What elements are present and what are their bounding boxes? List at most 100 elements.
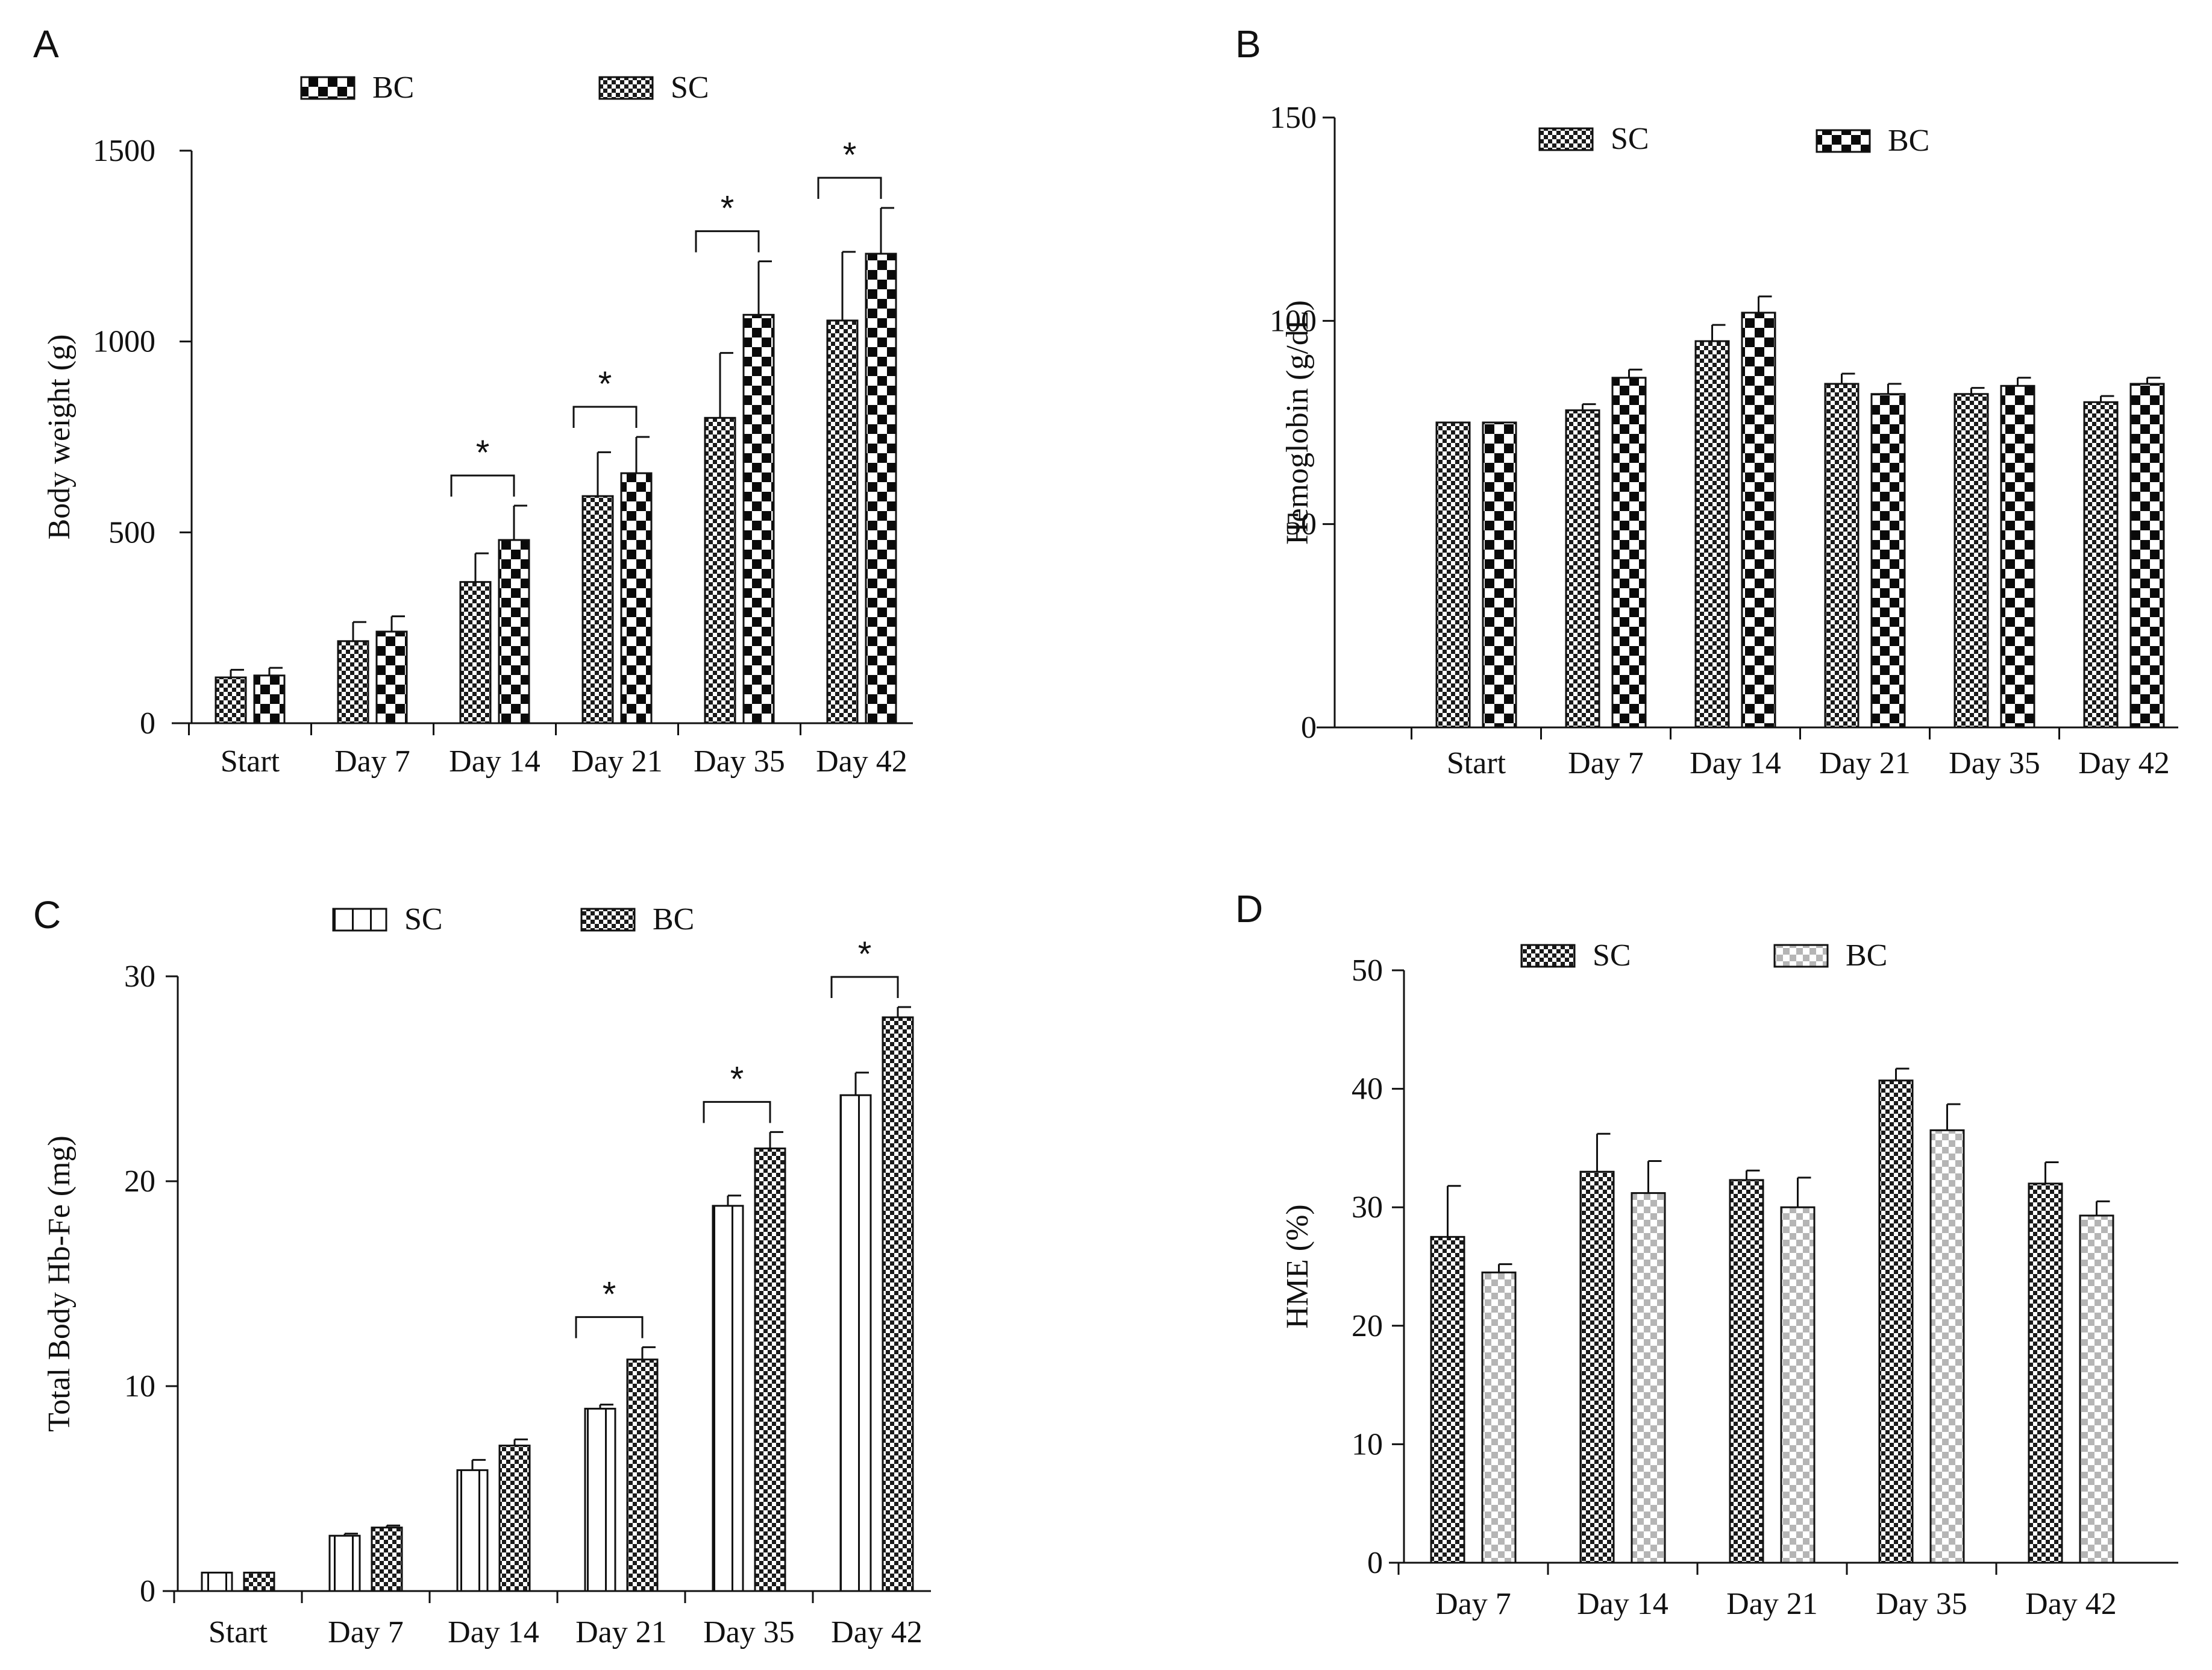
y-tick-label-d-40: 40 xyxy=(1352,1072,1383,1107)
y-tick-label-c-20: 20 xyxy=(124,1164,155,1199)
y-tick-label-a-500: 500 xyxy=(108,515,155,550)
y-tick-label-d-20: 20 xyxy=(1352,1309,1383,1343)
y-tick-label-d-0: 0 xyxy=(1367,1546,1383,1580)
significance-bracket-a-day-21 xyxy=(572,406,638,428)
y-axis-title-c: Total Body Hb-Fe (mg) xyxy=(42,1135,77,1432)
significance-bracket-a-day-35 xyxy=(695,230,760,253)
legend-swatch-d-sc xyxy=(1520,944,1576,968)
y-axis-title-d: HME (%) xyxy=(1280,1204,1315,1329)
bar-a-bc-day-7 xyxy=(375,630,408,724)
legend-label-a-sc: SC xyxy=(671,71,709,105)
bar-d-bc-day-14 xyxy=(1631,1192,1666,1564)
bar-c-sc-day-42 xyxy=(839,1094,872,1592)
significance-label-a-day-21: * xyxy=(598,365,612,404)
bar-b-sc-day-21 xyxy=(1824,383,1860,729)
significance-bracket-c-day-21 xyxy=(575,1316,644,1339)
bar-d-bc-day-21 xyxy=(1780,1206,1816,1564)
significance-bracket-c-day-35 xyxy=(703,1100,771,1123)
bar-b-bc-day-7 xyxy=(1611,377,1647,729)
x-tick-label-c-day-14: Day 14 xyxy=(448,1615,539,1650)
x-tick-label-a-day-14: Day 14 xyxy=(449,744,540,779)
bar-d-bc-day-35 xyxy=(1929,1129,1965,1564)
significance-label-c-day-42: * xyxy=(858,935,872,974)
bar-a-sc-start xyxy=(215,676,247,724)
significance-bracket-a-day-42 xyxy=(817,177,882,199)
x-tick-label-a-day-35: Day 35 xyxy=(694,744,785,779)
y-tick-label-d-30: 30 xyxy=(1352,1190,1383,1225)
bar-d-bc-day-42 xyxy=(2079,1214,2114,1564)
x-tick-label-c-day-35: Day 35 xyxy=(703,1615,795,1650)
panel-a: A 0 500 1000 1500 Body weight (g) Start Day 7 Da… xyxy=(33,22,913,779)
bar-a-bc-day-35 xyxy=(742,313,775,724)
y-tick-label-a-1500: 1500 xyxy=(93,134,155,168)
y-tick-label-d-50: 50 xyxy=(1352,953,1383,988)
legend-label-d-sc: SC xyxy=(1593,938,1631,973)
bar-c-bc-start xyxy=(243,1571,275,1592)
bar-c-sc-day-35 xyxy=(712,1205,744,1592)
x-tick-label-d-day-14: Day 14 xyxy=(1577,1587,1668,1621)
significance-label-a-day-35: * xyxy=(721,189,735,228)
bar-a-bc-day-14 xyxy=(498,539,530,724)
bar-a-bc-day-42 xyxy=(865,253,897,724)
panel-label-b: B xyxy=(1235,22,1261,66)
bar-c-sc-day-21 xyxy=(584,1407,616,1592)
bar-c-sc-day-7 xyxy=(328,1534,361,1592)
legend-label-b-bc: BC xyxy=(1888,124,1929,158)
panel-d: D 0 10 20 30 40 50 HME (%) Day 7 Day 14 Day 21 Day … xyxy=(1235,887,2178,1621)
panel-c: C 0 10 20 30 Total Body Hb-Fe (mg) Start Day 7 D… xyxy=(33,893,931,1650)
y-axis-title-b: Hemoglobin (g/dL) xyxy=(1280,300,1315,545)
legend-label-b-sc: SC xyxy=(1611,122,1649,156)
legend-label-a-bc: BC xyxy=(372,71,414,105)
bar-b-sc-day-7 xyxy=(1565,409,1600,729)
x-tick-label-c-start: Start xyxy=(208,1615,268,1650)
bar-c-bc-day-14 xyxy=(498,1445,531,1592)
bar-a-bc-day-21 xyxy=(620,472,653,724)
y-tick-label-b-150: 150 xyxy=(1270,101,1317,135)
significance-bracket-a-day-14 xyxy=(450,474,515,497)
significance-label-c-day-35: * xyxy=(730,1059,744,1099)
bar-d-sc-day-7 xyxy=(1430,1235,1465,1564)
x-tick-label-b-day-21: Day 21 xyxy=(1819,746,1911,780)
significance-label-a-day-42: * xyxy=(843,136,857,175)
x-tick-label-c-day-42: Day 42 xyxy=(831,1615,923,1650)
bar-b-sc-start xyxy=(1435,421,1471,729)
bar-b-bc-day-42 xyxy=(2129,383,2165,729)
x-tick-label-a-day-42: Day 42 xyxy=(816,744,907,779)
x-tick-label-d-day-35: Day 35 xyxy=(1876,1587,1967,1621)
legend-swatch-c-bc xyxy=(580,908,636,932)
y-tick-label-c-30: 30 xyxy=(124,959,155,994)
significance-bracket-c-day-42 xyxy=(830,976,899,998)
bar-a-sc-day-42 xyxy=(826,319,859,724)
legend-swatch-a-sc xyxy=(598,76,654,100)
y-tick-label-b-0: 0 xyxy=(1301,711,1317,745)
x-tick-label-a-day-7: Day 7 xyxy=(334,744,410,779)
x-tick-label-b-day-42: Day 42 xyxy=(2078,746,2170,780)
bar-b-sc-day-14 xyxy=(1694,340,1730,729)
x-tick-label-d-day-7: Day 7 xyxy=(1435,1587,1511,1621)
bar-b-sc-day-42 xyxy=(2083,401,2119,729)
bar-d-sc-day-14 xyxy=(1579,1170,1615,1564)
y-tick-label-c-0: 0 xyxy=(140,1574,155,1609)
bar-d-sc-day-21 xyxy=(1729,1179,1764,1564)
bar-b-bc-start xyxy=(1482,421,1517,729)
y-axis-title-a: Body weight (g) xyxy=(42,334,77,540)
legend-swatch-b-sc xyxy=(1538,127,1594,151)
bar-c-bc-day-35 xyxy=(754,1147,786,1592)
bar-a-bc-start xyxy=(253,674,286,724)
bar-c-bc-day-42 xyxy=(882,1016,914,1592)
bar-a-sc-day-14 xyxy=(459,581,492,724)
bar-b-bc-day-21 xyxy=(1870,393,1906,729)
bar-b-sc-day-35 xyxy=(1954,393,1989,729)
x-tick-label-d-day-21: Day 21 xyxy=(1726,1587,1818,1621)
x-tick-label-a-start: Start xyxy=(221,744,280,779)
bar-c-bc-day-21 xyxy=(626,1358,659,1592)
panel-label-a: A xyxy=(33,22,59,66)
bar-c-bc-day-7 xyxy=(371,1527,403,1592)
x-tick-label-c-day-21: Day 21 xyxy=(575,1615,667,1650)
y-tick-label-a-1000: 1000 xyxy=(93,325,155,359)
legend-swatch-c-sc xyxy=(332,908,387,932)
legend-swatch-b-bc xyxy=(1816,129,1871,153)
bar-a-sc-day-7 xyxy=(337,640,369,724)
bar-c-sc-day-14 xyxy=(456,1469,489,1592)
